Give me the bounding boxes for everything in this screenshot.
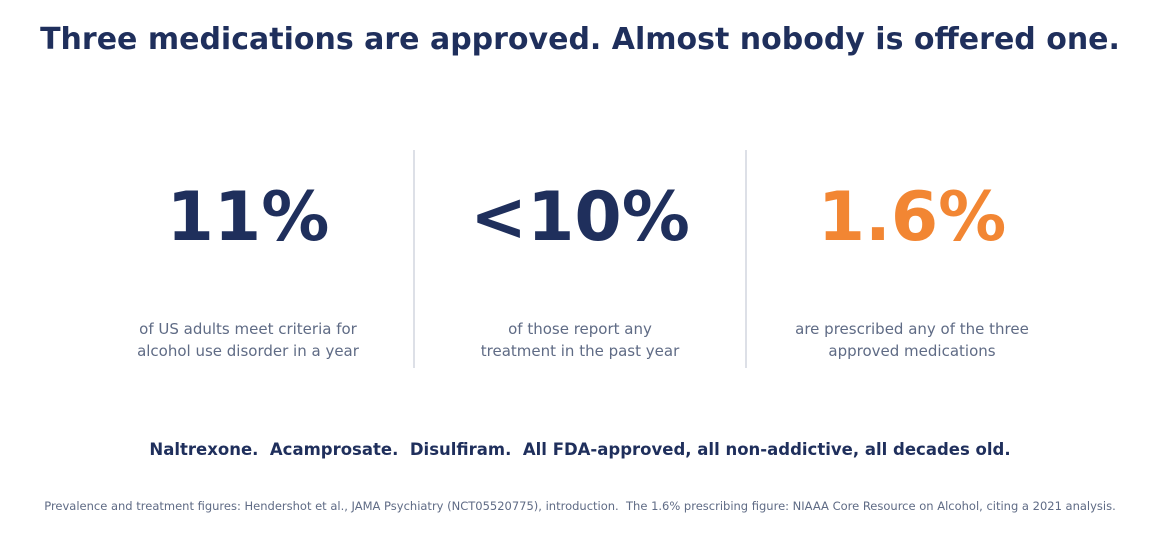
stats-row: 11% of US adults meet criteria for alcoh… [82,150,1078,368]
stat-prevalence-description: of US adults meet criteria for alcohol u… [137,320,359,360]
stat-prescribed-description: are prescribed any of the three approved… [795,320,1029,360]
source-note: Prevalence and treatment figures: Hender… [44,499,1116,513]
stat-prescribed-value: 1.6% [817,178,1007,257]
stat-divider [413,150,415,368]
stat-prevalence: 11% of US adults meet criteria for alcoh… [82,150,414,368]
stat-prescribed: 1.6% are prescribed any of the three app… [746,150,1078,368]
stat-divider [745,150,747,368]
stat-treatment-value: <10% [470,178,690,257]
page-title: Three medications are approved. Almost n… [40,22,1120,57]
stat-prevalence-value: 11% [166,178,330,257]
stat-treatment-description: of those report any treatment in the pas… [480,320,680,360]
medications-tagline: Naltrexone. Acamprosate. Disulfiram. All… [149,440,1011,459]
stat-treatment: <10% of those report any treatment in th… [414,150,746,368]
